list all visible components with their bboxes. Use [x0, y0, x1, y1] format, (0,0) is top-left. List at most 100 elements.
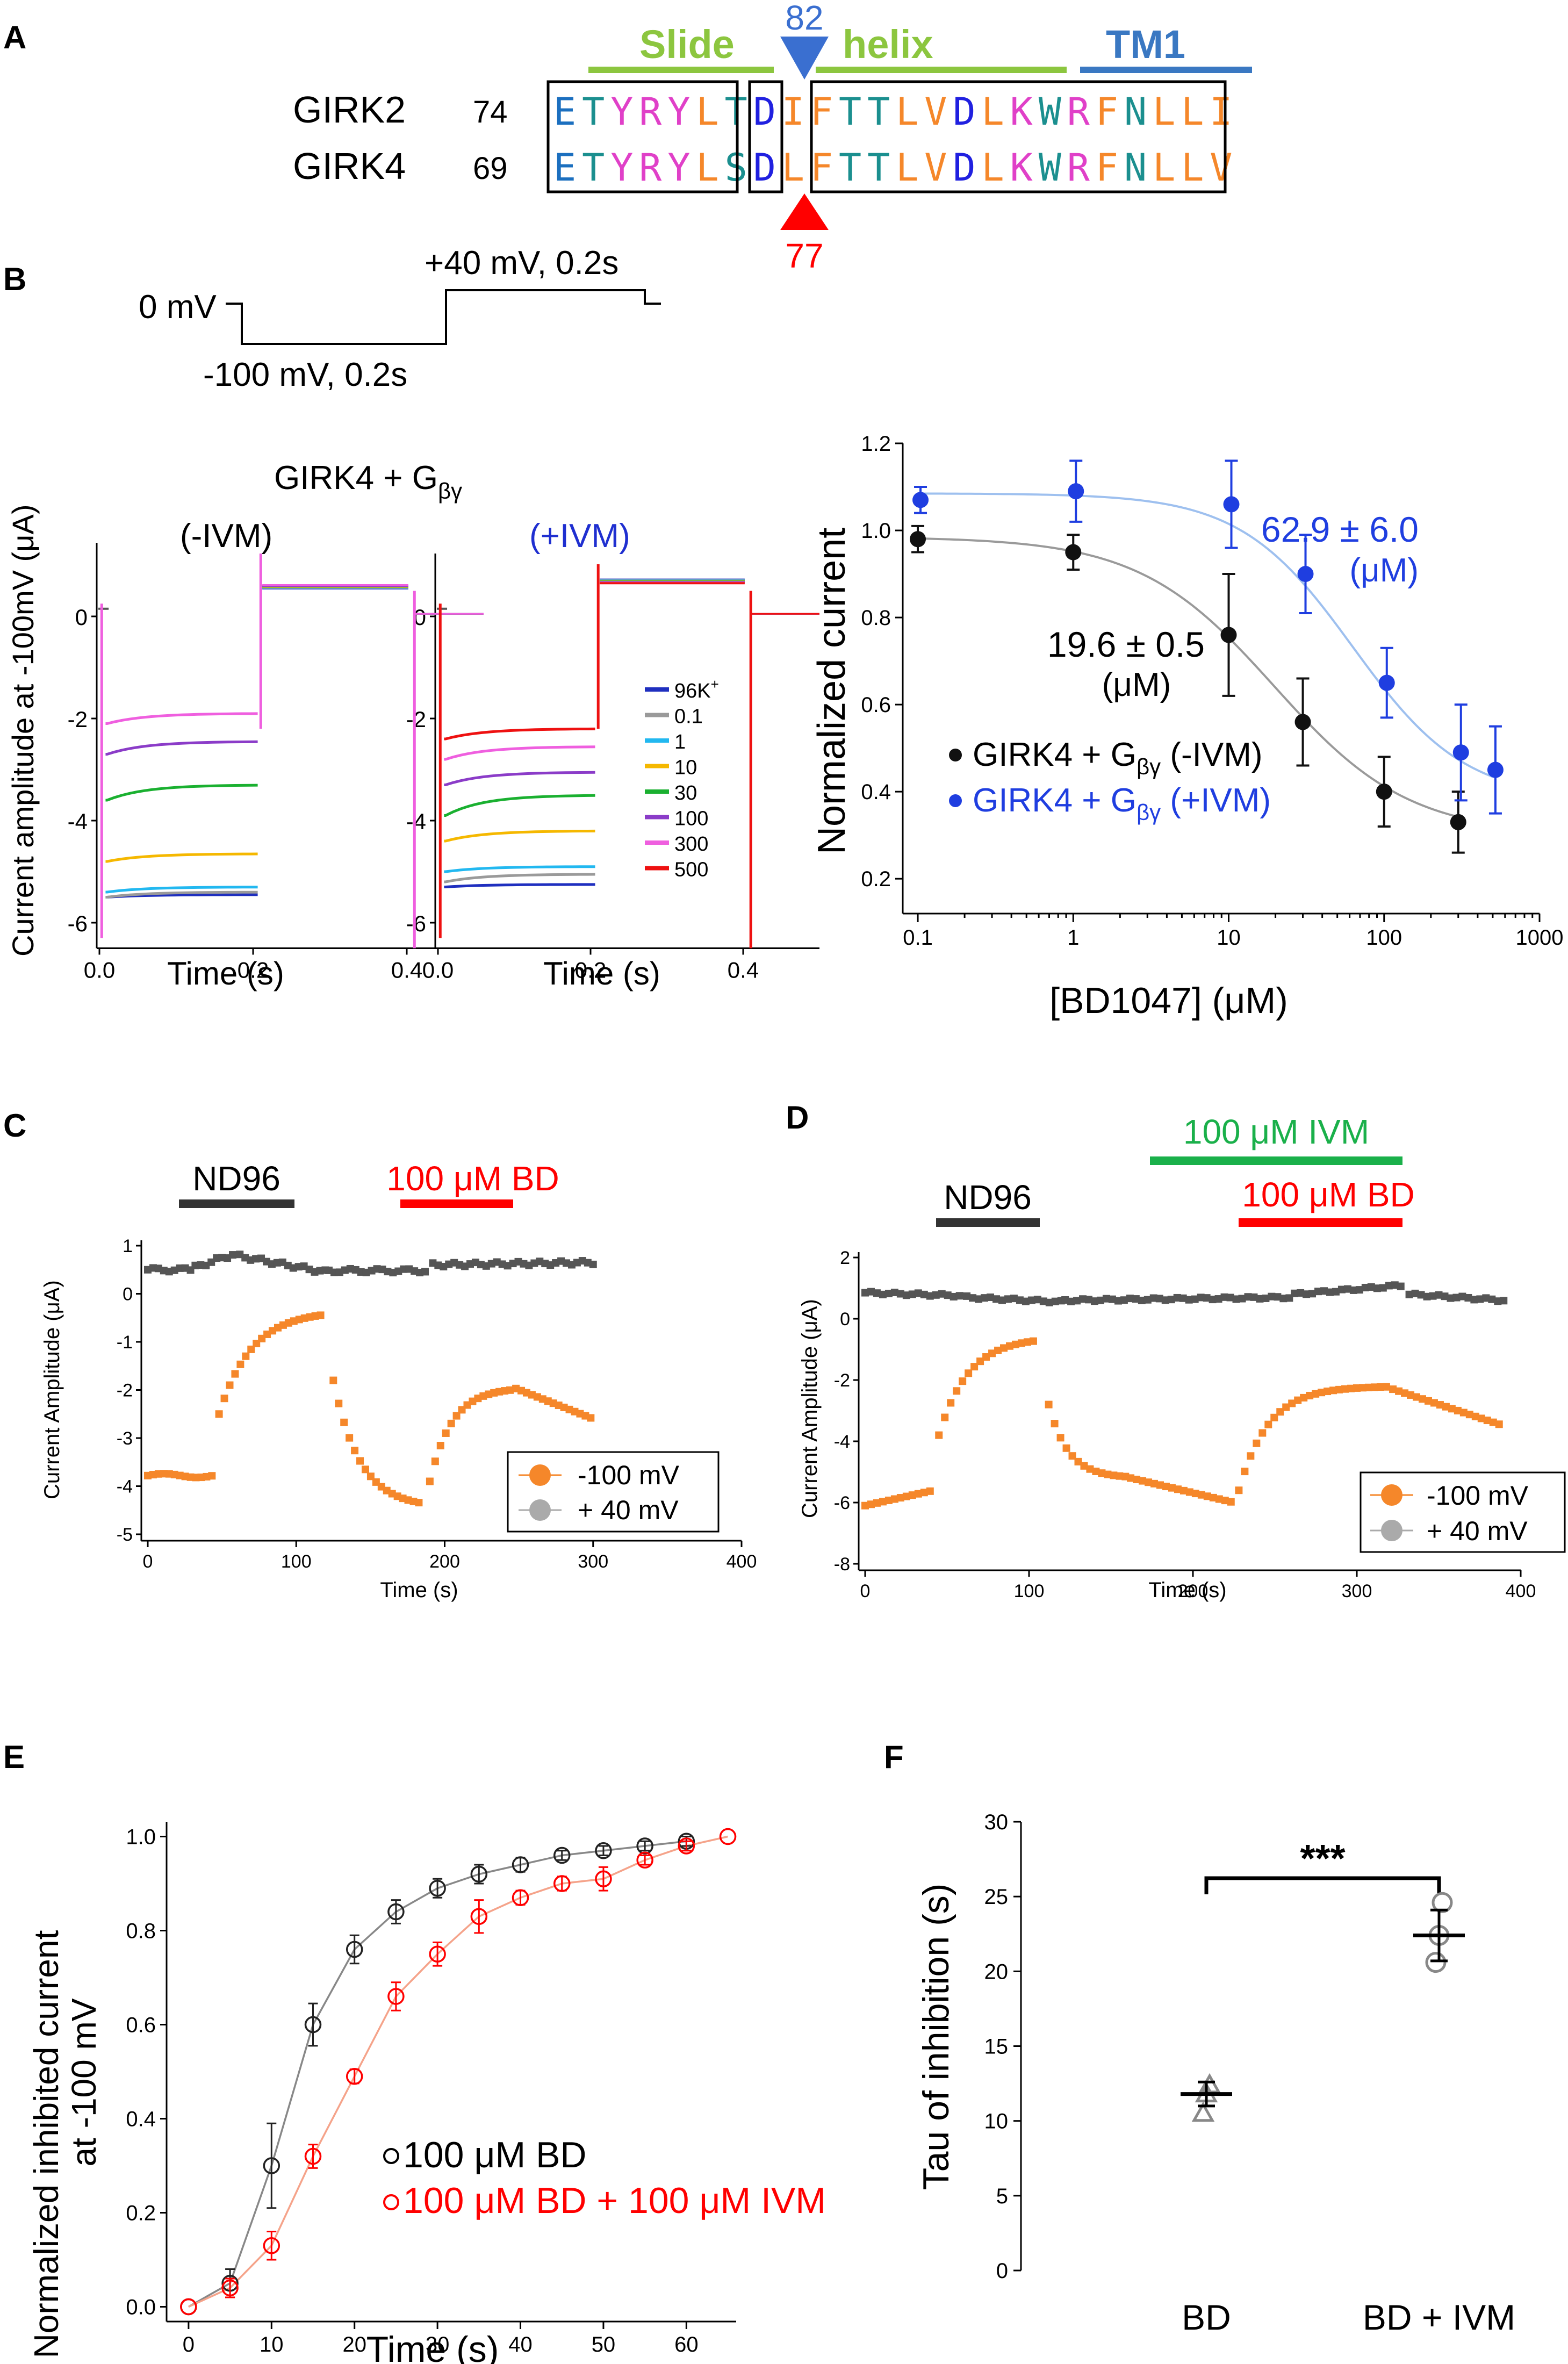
trace-y-tick-label: 0 [75, 605, 88, 630]
bd-label-c: 100 μM BD [386, 1159, 559, 1198]
data-point [1074, 1457, 1082, 1465]
dose-point [1294, 714, 1311, 730]
data-point [1324, 1388, 1332, 1396]
legend-label-6: 300 [674, 833, 708, 856]
e-point [470, 1865, 488, 1883]
y-tick-label: 0 [123, 1284, 133, 1305]
x-tick-label: 200 [429, 1551, 460, 1572]
sequence-residue: T [867, 146, 890, 190]
legend-c-text1: -100 mV [578, 1460, 680, 1490]
dose-axes: 0.2 0.4 0.6 0.8 1.0 1.2 0.1 1 10 100 1000 [861, 432, 1563, 950]
panel-d-xlabel: Time (s) [1148, 1578, 1226, 1602]
e-point [470, 1908, 488, 1925]
sequence-residue: L [982, 146, 1004, 190]
current-trace-10 [105, 852, 258, 863]
data-point [229, 1251, 237, 1259]
e-point [512, 1889, 529, 1906]
data-point [1476, 1295, 1484, 1303]
data-point [879, 1498, 887, 1506]
f-y-tick-label: 15 [984, 2035, 1009, 2059]
dose-y-tick-label: 0.4 [861, 780, 891, 804]
sequence-residue: L [1181, 90, 1204, 134]
girk2-start: 74 [473, 95, 508, 130]
dose-y-tick-label: 1.2 [861, 432, 891, 456]
data-point [1337, 1285, 1346, 1294]
data-point [1232, 1295, 1240, 1303]
helix-label: helix [843, 22, 933, 67]
e-point [678, 1837, 695, 1855]
dose-point [1220, 627, 1237, 643]
f-point [1425, 1952, 1447, 1973]
data-point [1411, 1289, 1419, 1297]
e-point [304, 2016, 322, 2034]
data-point [1442, 1403, 1450, 1411]
data-point [1489, 1418, 1497, 1426]
data-point [1000, 1344, 1008, 1352]
slide-label: Slide [639, 22, 735, 67]
data-point [963, 1292, 971, 1300]
fit-line-0 [188, 1840, 687, 2308]
y-tick-label: -2 [117, 1381, 133, 1401]
trace-x-tick-label: 0.4 [728, 958, 759, 983]
sequence-residue: W [1039, 90, 1062, 134]
dose-y-tick-label: 0.6 [861, 693, 891, 717]
data-point [1221, 1497, 1229, 1505]
current-trace-01 [444, 873, 595, 883]
data-point [981, 1294, 989, 1302]
data-point [1179, 1294, 1187, 1302]
legend-black-sub: βγ [1137, 754, 1161, 779]
e-point [636, 1851, 653, 1869]
panel-c: C ND96 100 μM BD 1 0 -1 -2 -3 -4 -5 0 100 200 300 4… [3, 1108, 757, 1602]
trace-title-sub: βγ [438, 478, 462, 504]
data-point [988, 1349, 996, 1357]
data-point [1174, 1485, 1182, 1493]
x-tick-label: 100 [281, 1551, 312, 1572]
legend-d-marker2 [1381, 1520, 1402, 1541]
data-point [421, 1268, 429, 1276]
data-point [1353, 1384, 1361, 1392]
current-trace-10 [444, 829, 595, 843]
trace-ylabel: Current amplitude at -100mV (μA) [6, 505, 40, 957]
sequence-residue: E [553, 146, 576, 190]
sequence-residue: T [582, 146, 605, 190]
data-point [1424, 1397, 1432, 1405]
dose-point [1378, 674, 1395, 691]
y-tick-label: -2 [834, 1370, 850, 1391]
data-point [1417, 1291, 1425, 1299]
data-point [1355, 1286, 1363, 1294]
data-point [1133, 1476, 1141, 1484]
sequence-residue: L [1153, 146, 1175, 190]
data-point [926, 1487, 934, 1495]
data-point [356, 1457, 364, 1465]
data-point [1470, 1296, 1478, 1304]
nd96-label-c: ND96 [192, 1159, 280, 1198]
ic50-blue: 62.9 ± 6.0 [1261, 509, 1419, 549]
tm1-label: TM1 [1106, 22, 1185, 67]
y-tick-label: -3 [117, 1428, 133, 1449]
data-point [317, 1311, 325, 1319]
data-point [896, 1494, 904, 1502]
legend-label-text: 10 [674, 757, 697, 779]
data-point [1382, 1383, 1390, 1391]
protocol-step2: +40 mV, 0.2s [425, 245, 618, 282]
panel-c-xlabel: Time (s) [380, 1578, 458, 1602]
dose-y-tick-label: 1.0 [861, 519, 891, 543]
sequence-residue: T [839, 90, 861, 134]
data-point [1495, 1420, 1503, 1428]
legend-c-marker2 [529, 1499, 551, 1521]
girk4-name: GIRK4 [293, 145, 406, 187]
minus-ivm-label: (-IVM) [180, 518, 272, 555]
legend-e-marker1 [383, 2148, 399, 2164]
legend-label-text: 1 [674, 731, 686, 753]
sequence-residue: L [696, 146, 719, 190]
e-y-tick-label: 0.4 [126, 2108, 156, 2131]
data-point [1068, 1452, 1076, 1460]
position-82-label: 82 [785, 0, 823, 37]
panel-d: D 100 μM IVM ND96 100 μM BD 2 0 -2 -4 -6 -8 0 1… [786, 1100, 1566, 1602]
e-point [346, 1941, 363, 1958]
e-point [553, 1875, 571, 1892]
data-point [861, 1289, 869, 1297]
panel-f-plot: *** [1181, 1837, 1465, 2122]
sequence-residue: W [1039, 146, 1062, 190]
data-point [998, 1296, 1006, 1304]
